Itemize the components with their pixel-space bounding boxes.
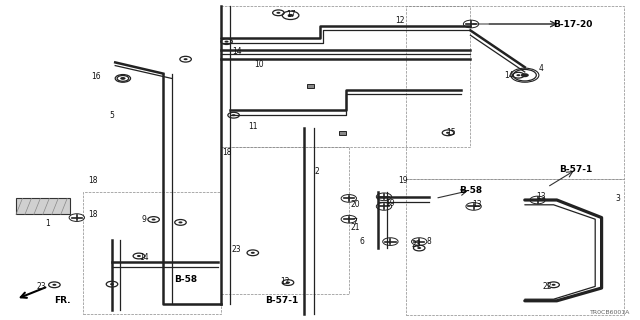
Text: 23: 23 [411,240,421,249]
Text: 14: 14 [232,47,242,56]
Circle shape [446,132,450,134]
Circle shape [225,41,228,43]
Circle shape [521,73,529,77]
Text: 14: 14 [139,253,149,262]
Text: 21: 21 [351,223,360,232]
Circle shape [152,219,156,220]
Circle shape [516,74,520,76]
Bar [221,147,349,294]
Text: 16: 16 [91,72,101,81]
Text: 18: 18 [88,210,97,219]
Circle shape [417,247,421,249]
Circle shape [184,58,188,60]
Bar [221,6,470,147]
Text: 11: 11 [248,122,257,131]
Text: 13: 13 [472,200,482,209]
Bar [406,179,624,315]
Text: B-58: B-58 [174,276,197,284]
Text: 15: 15 [446,128,456,137]
Circle shape [121,77,125,79]
Circle shape [276,12,280,14]
Text: 3: 3 [615,194,620,203]
Text: FR.: FR. [54,296,71,305]
Circle shape [286,282,290,284]
Text: 22: 22 [543,282,552,291]
Text: 5: 5 [109,111,115,120]
Circle shape [287,14,294,17]
Circle shape [110,283,114,285]
Text: TR0CB6001A: TR0CB6001A [590,310,630,315]
Text: 9: 9 [141,215,147,224]
Circle shape [251,252,255,254]
Text: 12: 12 [280,277,289,286]
Text: 18: 18 [88,176,97,185]
Circle shape [120,77,125,80]
Text: B-57-1: B-57-1 [265,296,298,305]
Bar [83,192,221,314]
Text: 23: 23 [232,245,242,254]
Text: 4: 4 [538,64,543,73]
Text: 10: 10 [254,60,264,68]
Circle shape [552,284,556,286]
Bar [307,84,314,88]
Text: B-58: B-58 [459,186,482,195]
Bar [406,6,624,179]
Text: 19: 19 [385,199,396,208]
Text: 7: 7 [353,218,358,227]
Bar [339,131,346,135]
Text: 1: 1 [45,220,51,228]
Text: 14: 14 [504,71,514,80]
Text: 8: 8 [426,237,431,246]
Text: 12: 12 [396,16,404,25]
Text: B-17-20: B-17-20 [553,20,593,28]
Text: B-57-1: B-57-1 [559,165,593,174]
Circle shape [52,284,56,286]
Text: 6: 6 [359,237,364,246]
Text: 19: 19 [398,176,408,185]
Text: 18: 18 [223,148,232,156]
Text: 17: 17 [286,10,296,19]
Circle shape [137,255,141,257]
Text: 2: 2 [314,167,319,176]
Circle shape [232,114,236,116]
Text: 23: 23 [36,282,47,291]
Text: 13: 13 [536,192,546,201]
Circle shape [179,221,182,223]
FancyBboxPatch shape [16,198,70,214]
Text: 20: 20 [350,200,360,209]
